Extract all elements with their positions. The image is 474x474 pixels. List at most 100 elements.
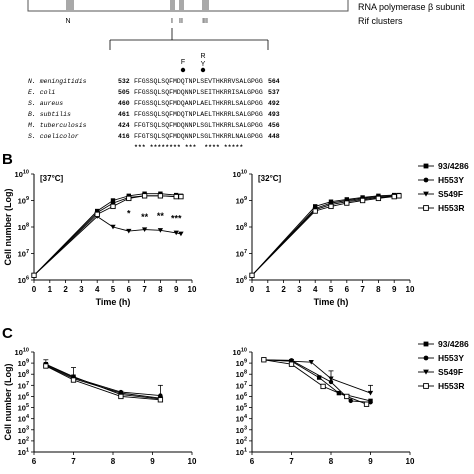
legend-label: H553Y (438, 175, 464, 185)
x-tick-label: 8 (158, 285, 163, 294)
x-tick-label: 0 (250, 285, 255, 294)
x-tick-label: 2 (63, 285, 68, 294)
species-name: N. meningitidis (28, 78, 87, 85)
data-point (348, 398, 353, 404)
region-label-ii: II (179, 18, 183, 25)
y-tick-label: 102 (236, 436, 247, 446)
alignment-row: S. aureus 460 FFGSSQLSQFMDQANPLAELTHKRRL… (28, 100, 280, 107)
legend-marker (423, 177, 429, 183)
legend-item: H553Y (418, 353, 464, 363)
y-tick-label: 106 (18, 392, 29, 402)
y-tick-label: 109 (18, 359, 29, 369)
chart-b-37c: 0 1 2 3 4 5 6 7 8 9 10 106 107 108 109 1010 Time (h) Cell… (3, 170, 197, 308)
x-tick-label: 10 (406, 457, 415, 466)
data-point (141, 193, 148, 199)
x-tick-label: 3 (297, 285, 302, 294)
data-point (375, 195, 382, 202)
legend-label: S549F (438, 367, 463, 377)
x-tick-label: 6 (32, 457, 37, 466)
legend-label: 93/4286 (438, 339, 469, 349)
series-line (263, 359, 371, 403)
seq-end: 456 (268, 122, 280, 129)
rna-polymerase-bar (27, 0, 349, 12)
x-tick-label: 7 (142, 285, 147, 294)
seq-start: 460 (118, 100, 130, 107)
data-point (344, 393, 350, 400)
significance-marker: *** (171, 214, 182, 224)
series-h553r (261, 357, 370, 407)
cluster-ii-band (179, 0, 184, 11)
legend-item: 93/4286 (418, 339, 469, 349)
x-tick-label: 6 (345, 285, 350, 294)
y-tick-label: 108 (236, 370, 247, 380)
seq-start: 461 (118, 111, 130, 118)
y-tick-label: 101 (236, 448, 247, 458)
legend-marker (423, 341, 429, 347)
series-line (251, 195, 399, 276)
x-tick-label: 10 (406, 285, 415, 294)
mutation-label-r: R (200, 53, 205, 60)
data-point (110, 198, 116, 203)
seq-end: 448 (268, 133, 280, 140)
x-tick-label: 8 (376, 285, 381, 294)
seq-end: 537 (268, 89, 280, 96)
data-point (110, 224, 116, 230)
gene-clusters-label: Rif clusters (358, 16, 403, 26)
series-line (263, 359, 371, 402)
data-point (118, 390, 124, 396)
series-h553r (249, 193, 402, 278)
x-tick-label: 6 (250, 457, 255, 466)
legend-panel-b: 93/4286 H553Y S549F H553R (418, 161, 469, 213)
alignment-row: N. meningitidis 532 FFGSSQLSQFMDQTNPLSEV… (28, 78, 280, 85)
species-name: S. coelicolor (28, 133, 79, 140)
gene-map: RNA polymerase β subunit Rif clusters N … (27, 0, 465, 73)
species-name: E. coli (28, 89, 55, 96)
data-point (344, 200, 350, 206)
seq-residues: FFGSSQLSQFMDQTNPLSEVTHKRRVSALGPGG (134, 78, 263, 85)
data-point (312, 208, 318, 214)
seq-start: 505 (118, 89, 130, 96)
seq-residues: FFGSSQLSQFMDQANPLAELTHKRRLSALGPGG (134, 100, 263, 107)
cluster-i-band (170, 0, 175, 11)
region-label-i: I (171, 18, 173, 25)
series-line (251, 194, 399, 276)
data-point (157, 193, 164, 199)
data-point (328, 376, 334, 382)
y-tick-label: 1010 (233, 170, 247, 180)
seq-start: 416 (118, 133, 130, 140)
significance-marker: ** (141, 212, 149, 222)
data-point (261, 357, 267, 363)
series-line (33, 195, 181, 276)
x-tick-label: 9 (174, 285, 179, 294)
y-tick-label: 108 (18, 370, 29, 380)
alignment-row: B. subtilis 461 FFGSSQLSQFMDQTNPLAELTHKR… (28, 111, 280, 118)
data-point (157, 397, 164, 403)
x-tick-label: 10 (188, 457, 197, 466)
consensus-line: *** ******** *** **** ***** (134, 144, 243, 151)
x-tick-label: 5 (329, 285, 334, 294)
data-point (126, 228, 132, 234)
x-tick-label: 2 (281, 285, 286, 294)
series-h553y (43, 362, 163, 398)
series-s549f (249, 193, 402, 278)
chart-c-left: 6 7 8 9 10 101 1021031041051061071081091010Cel… (3, 348, 197, 467)
legend-marker (423, 383, 429, 389)
data-point (367, 390, 374, 396)
legend-item: H553R (418, 381, 464, 391)
data-point (31, 272, 37, 278)
legend-marker (423, 191, 429, 197)
series-93-4286 (249, 192, 402, 278)
data-point (173, 230, 179, 236)
legend-label: H553R (438, 203, 464, 213)
x-tick-label: 7 (360, 285, 365, 294)
region-label-n: N (65, 18, 70, 25)
series-93-4286 (261, 357, 373, 404)
data-point (141, 227, 148, 232)
panel-letter-b: B (2, 151, 13, 168)
y-tick-label: 102 (18, 436, 29, 446)
alignment-row: E. coli 505 FFGSSQLSQFMDQNNPLSEITHKRRISA… (28, 89, 280, 96)
seq-end: 493 (268, 111, 280, 118)
y-tick-label: 1010 (233, 348, 247, 358)
legend-marker (423, 369, 429, 375)
